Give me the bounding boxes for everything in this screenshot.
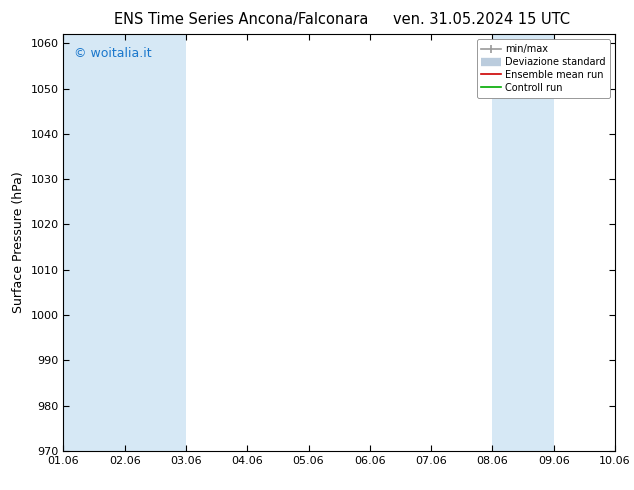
Legend: min/max, Deviazione standard, Ensemble mean run, Controll run: min/max, Deviazione standard, Ensemble m… bbox=[477, 39, 610, 98]
Bar bbox=[63, 34, 186, 451]
Text: © woitalia.it: © woitalia.it bbox=[74, 47, 152, 60]
Text: ven. 31.05.2024 15 UTC: ven. 31.05.2024 15 UTC bbox=[393, 12, 571, 27]
Bar bbox=[493, 34, 553, 451]
Y-axis label: Surface Pressure (hPa): Surface Pressure (hPa) bbox=[12, 172, 25, 314]
Bar bbox=[615, 34, 634, 451]
Text: ENS Time Series Ancona/Falconara: ENS Time Series Ancona/Falconara bbox=[113, 12, 368, 27]
